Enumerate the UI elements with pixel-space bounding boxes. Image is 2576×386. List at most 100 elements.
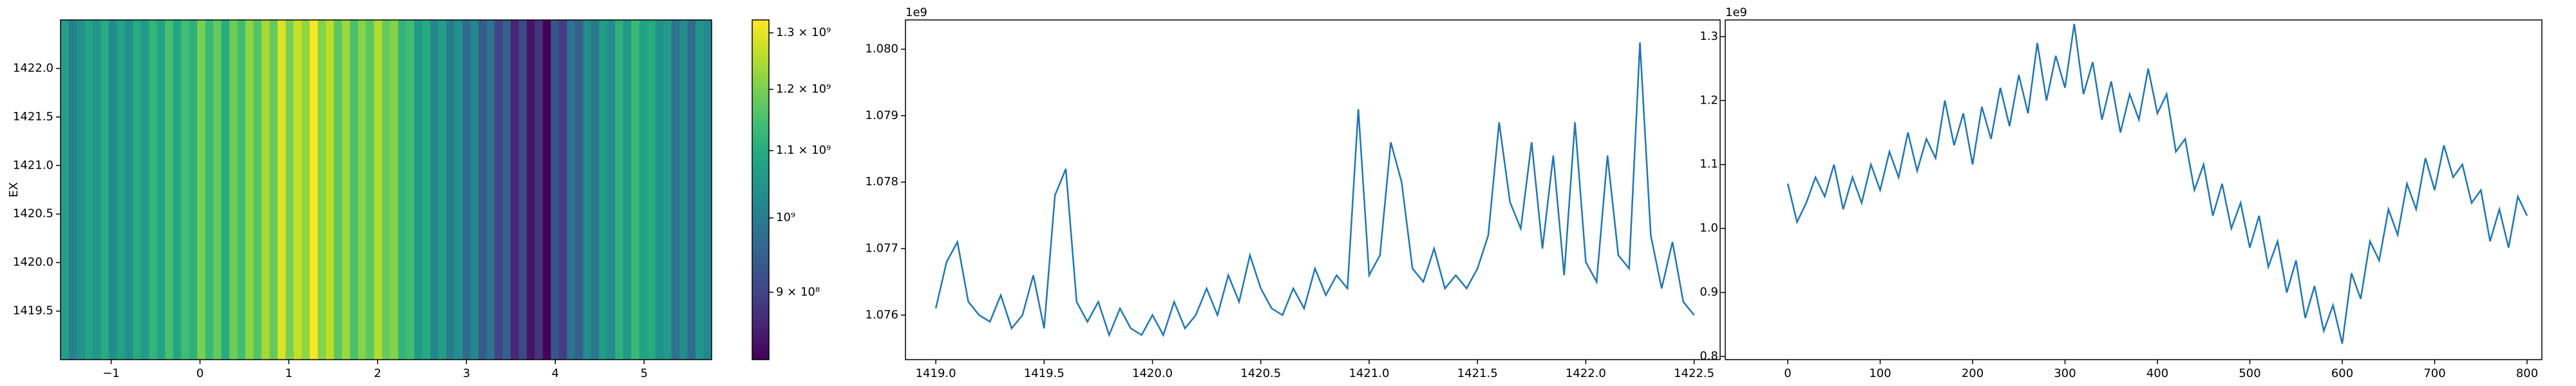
heatmap-cell bbox=[558, 20, 567, 360]
heatmap-cell bbox=[486, 20, 495, 360]
y-tick-label: 1420.0 bbox=[13, 255, 53, 269]
heatmap-cell bbox=[61, 20, 69, 360]
heatmap-cell bbox=[269, 20, 278, 360]
y-tick-label: 1.076 bbox=[865, 308, 898, 322]
colorbar-tick-label: 9 × 10⁸ bbox=[776, 285, 820, 299]
y-tick-label: 1.080 bbox=[865, 42, 898, 55]
heatmap-cell bbox=[623, 20, 632, 360]
y-tick-label: 1.078 bbox=[865, 175, 898, 188]
heatmap-cell bbox=[615, 20, 624, 360]
x-tick-label: 1420.0 bbox=[1132, 367, 1173, 380]
heatmap-cell bbox=[229, 20, 238, 360]
heatmap-cell bbox=[655, 20, 664, 360]
axes-frame bbox=[60, 19, 712, 360]
y-tick-label: 0.9 bbox=[1700, 286, 1718, 299]
heatmap-cell bbox=[679, 20, 688, 360]
colorbar-tick-label: 1.3 × 10⁹ bbox=[776, 26, 831, 39]
x-tick-label: 3 bbox=[463, 367, 470, 380]
heatmap-cell bbox=[518, 20, 527, 360]
y-tick-label: 1422.0 bbox=[13, 61, 53, 75]
axes-frame bbox=[905, 19, 1721, 360]
heatmap-cell bbox=[607, 20, 616, 360]
heatmap-cell bbox=[173, 20, 182, 360]
x-tick-label: 700 bbox=[2423, 367, 2445, 380]
heatmap-cell bbox=[567, 20, 576, 360]
heatmap-cell bbox=[462, 20, 471, 360]
line bbox=[1786, 23, 2528, 344]
heatmap-cell bbox=[317, 20, 327, 360]
x-tick-label: 1419.5 bbox=[1024, 367, 1065, 380]
x-tick-label: 100 bbox=[1869, 367, 1891, 380]
line bbox=[934, 42, 1695, 338]
y-axis-label: EX bbox=[7, 182, 21, 198]
y-tick-label: 1.1 bbox=[1700, 158, 1718, 171]
x-tick-label: 5 bbox=[640, 367, 647, 380]
heatmap-cell bbox=[261, 20, 270, 360]
heatmap-cell bbox=[293, 20, 302, 360]
heatmap-cell bbox=[599, 20, 608, 360]
heatmap-cell bbox=[454, 20, 463, 360]
heatmap-cell bbox=[414, 20, 423, 360]
x-tick-label: 1422.5 bbox=[1674, 367, 1714, 380]
heatmap-cell bbox=[663, 20, 672, 360]
heatmap-cell bbox=[285, 20, 294, 360]
heatmap-cell bbox=[278, 20, 286, 360]
y-tick-label: 1.2 bbox=[1700, 93, 1718, 107]
offset-text: 1e9 bbox=[905, 6, 927, 19]
x-tick-label: 1420.5 bbox=[1240, 367, 1281, 380]
heatmap-cell bbox=[446, 20, 455, 360]
x-tick-label: 400 bbox=[2146, 367, 2168, 380]
heatmap-cell bbox=[510, 20, 519, 360]
axes-frame bbox=[1725, 19, 2543, 360]
offset-text: 1e9 bbox=[1725, 6, 1747, 19]
heatmap-cell bbox=[140, 20, 149, 360]
x-tick-label: 300 bbox=[2054, 367, 2076, 380]
heatmap-cell bbox=[526, 20, 535, 360]
heatmap-cell bbox=[382, 20, 391, 360]
heatmap-cell bbox=[390, 20, 399, 360]
heatmap-cell bbox=[124, 20, 133, 360]
heatmap-cell bbox=[84, 20, 93, 360]
heatmap-cell bbox=[422, 20, 431, 360]
heatmap-cell bbox=[574, 20, 583, 360]
x-tick-label: 1422.0 bbox=[1566, 367, 1606, 380]
colorbar-tick-label: 10⁹ bbox=[776, 211, 795, 225]
heatmap-cell bbox=[301, 20, 310, 360]
heatmap-cell bbox=[334, 20, 343, 360]
heatmap-cell bbox=[631, 20, 640, 360]
colorbar-tick-label: 1.2 × 10⁹ bbox=[776, 82, 831, 96]
heatmap-cell bbox=[398, 20, 407, 360]
heatmap-cell bbox=[495, 20, 503, 360]
heatmap-cell bbox=[478, 20, 488, 360]
heatmap-cell bbox=[583, 20, 592, 360]
x-tick-label: 200 bbox=[1962, 367, 1984, 380]
heatmap-cell bbox=[535, 20, 544, 360]
heatmap-cell bbox=[237, 20, 246, 360]
x-tick-label: 0 bbox=[196, 367, 204, 380]
heatmap-cell bbox=[350, 20, 359, 360]
heatmap-cell bbox=[551, 20, 560, 360]
heatmap-cell bbox=[430, 20, 439, 360]
heatmap-cell bbox=[438, 20, 447, 360]
heatmap-cell bbox=[696, 20, 705, 360]
heatmap-cell bbox=[165, 20, 174, 360]
heatmap-cell bbox=[181, 20, 190, 360]
heatmap-cell bbox=[502, 20, 511, 360]
y-tick-label: 1421.0 bbox=[13, 158, 53, 172]
heatmap-cell bbox=[647, 20, 656, 360]
x-tick-label: 1421.0 bbox=[1349, 367, 1389, 380]
heatmap-cell bbox=[213, 20, 222, 360]
heatmap-cell bbox=[470, 20, 479, 360]
heatmap-cell bbox=[156, 20, 166, 360]
heatmap-cell bbox=[309, 20, 318, 360]
heatmap-cell bbox=[189, 20, 198, 360]
heatmap-cell bbox=[100, 20, 109, 360]
y-tick-label: 1421.5 bbox=[13, 110, 53, 124]
heatmap-cell bbox=[591, 20, 600, 360]
heatmap-cell bbox=[687, 20, 696, 360]
heatmap-cell bbox=[325, 20, 334, 360]
heatmap-cell bbox=[205, 20, 214, 360]
x-tick-label: 500 bbox=[2239, 367, 2260, 380]
